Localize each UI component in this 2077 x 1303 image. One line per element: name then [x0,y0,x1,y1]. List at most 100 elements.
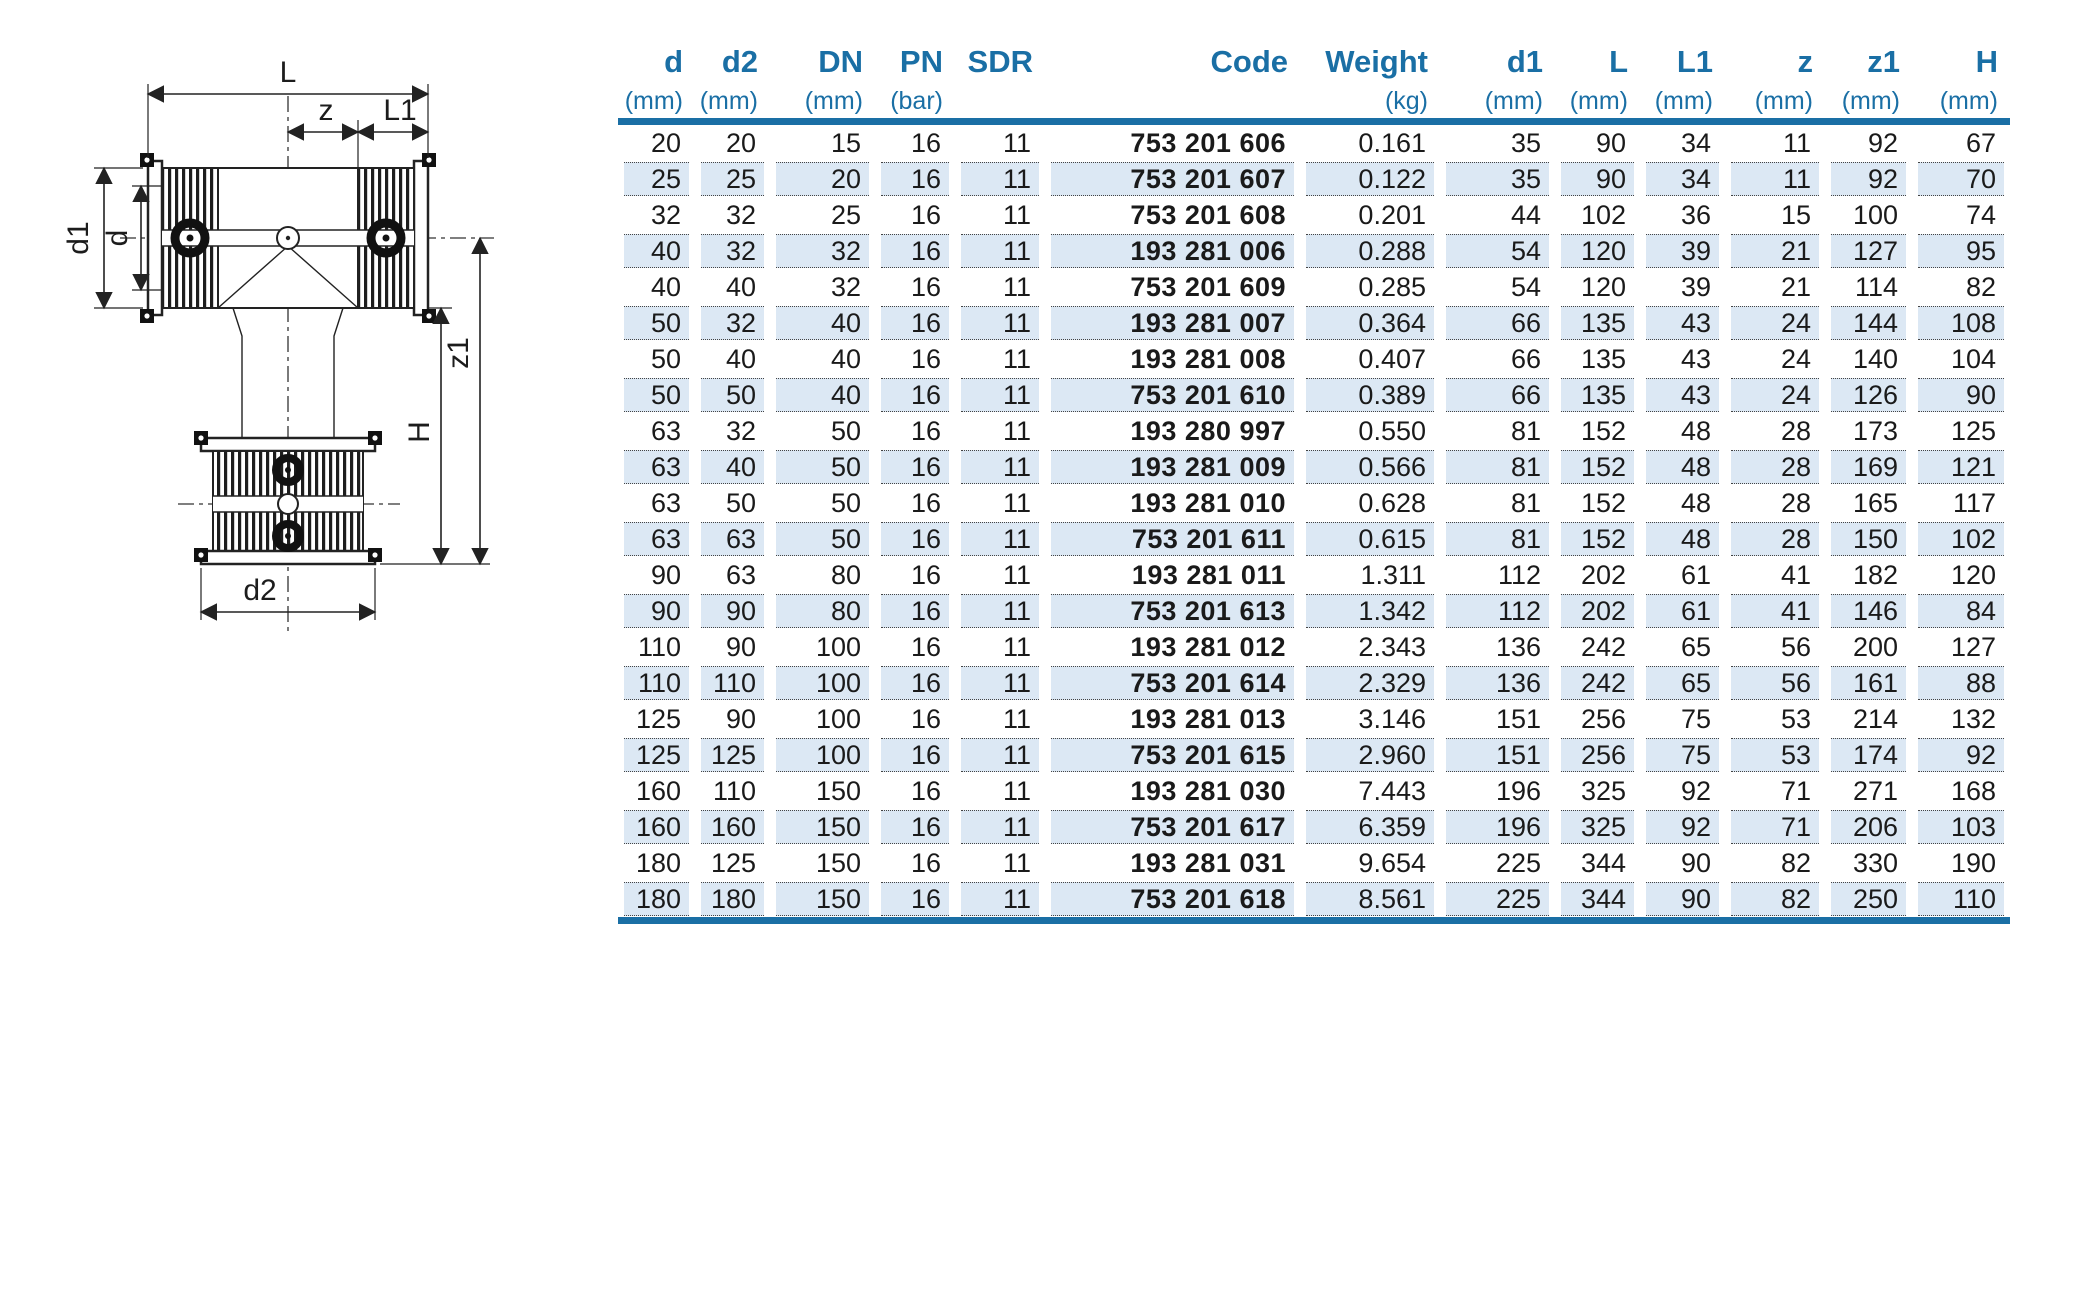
cell-z1: 182 [1852,560,1898,590]
cell-SDR: 11 [955,809,1045,845]
cell-d1: 81 [1440,449,1555,485]
cell-z1: 150 [1825,521,1912,557]
cell-z: 41 [1780,560,1811,590]
cell-L1: 36 [1680,200,1711,230]
cell-z1: 140 [1852,344,1898,374]
cell-z1: 169 [1825,449,1912,485]
col-header-z1: z1 [1867,44,1900,79]
cell-PN: 16 [910,344,941,374]
cell-d2: 125 [710,848,756,878]
cell-PN: 16 [875,665,955,701]
col-header-PN: PN [899,44,943,79]
tee-body-outline [140,153,436,323]
cell-code: 753 201 607 [1045,161,1300,197]
cell-SDR: 11 [955,665,1045,701]
cell-d1: 112 [1497,560,1541,590]
cell-z: 28 [1725,449,1825,485]
cell-H: 117 [1952,488,1996,518]
cell-code: 193 281 010 [1130,488,1286,518]
cell-L: 325 [1555,809,1640,845]
cell-SDR: 11 [1002,344,1031,374]
cell-z1: 330 [1852,848,1898,878]
cell-z1: 174 [1825,737,1912,773]
cell-L1: 48 [1680,488,1711,518]
cell-code: 193 281 031 [1130,848,1286,878]
cell-H: 82 [1965,272,1996,302]
technical-drawing: L z L1 d1 d z1 H d2 [28,8,498,648]
cell-z1: 214 [1852,704,1898,734]
cell-d2: 90 [725,632,756,662]
cell-d1: 151 [1440,737,1555,773]
cell-L: 325 [1580,776,1626,806]
cell-PN: 16 [875,449,955,485]
cell-code: 753 201 609 [1130,272,1286,302]
cell-z: 15 [1780,200,1811,230]
col-unit-H: (mm) [1912,82,2010,125]
dimension-d2: d2 [199,568,377,621]
cell-DN: 100 [770,665,875,701]
cell-PN: 16 [910,560,941,590]
cell-L1: 48 [1680,416,1711,446]
dimension-d: d [101,184,162,292]
cell-d2: 40 [695,449,770,485]
cell-d2: 90 [695,593,770,629]
cell-z1: 165 [1852,488,1898,518]
cell-SDR: 11 [1002,128,1031,158]
cell-H: 90 [1912,377,2010,413]
cell-H: 88 [1912,665,2010,701]
cell-d: 63 [618,449,695,485]
col-unit-PN: (bar) [875,82,955,125]
cell-weight: 0.407 [1358,344,1426,374]
cell-d1: 54 [1440,233,1555,269]
fusion-terminal-bottom-lower [272,520,304,552]
cell-d: 20 [650,128,681,158]
cell-z1: 250 [1825,881,1912,921]
cell-H: 67 [1965,128,1996,158]
cell-z1: 114 [1854,272,1898,302]
cell-weight: 0.550 [1358,416,1426,446]
cell-L1: 43 [1640,305,1725,341]
table-row: 25 25 20 16 11 753 201 607 0.122 35 90 34 11 92 70 [618,161,2010,197]
cell-H: 108 [1912,305,2010,341]
cell-L1: 65 [1680,632,1711,662]
cell-SDR: 11 [1002,272,1031,302]
table-row: 160 110 150 16 11 193 281 030 7.443 196 325 92 71 2… [618,773,2010,809]
cell-DN: 20 [770,161,875,197]
cell-L1: 92 [1640,809,1725,845]
cell-z: 56 [1725,665,1825,701]
table-header: d d2 DN PN SDR Code Weight d1 L L1 z z1 H (mm) (mm) (mm… [618,36,2010,125]
cell-z: 24 [1725,377,1825,413]
cell-z1: 127 [1825,233,1912,269]
bottom-socket-outline [194,431,382,566]
table-row: 40 40 32 16 11 753 201 609 0.285 54 120 39 21 114 82 [618,269,2010,305]
cell-z: 56 [1780,632,1811,662]
col-unit-DN: (mm) [770,82,875,125]
cell-d1: 196 [1495,776,1541,806]
col-unit-z: (mm) [1725,82,1825,125]
cell-DN: 40 [770,305,875,341]
cell-L: 242 [1580,632,1626,662]
cell-L: 152 [1555,521,1640,557]
cell-d2: 32 [695,233,770,269]
table-row: 125 125 100 16 11 753 201 615 2.960 151 256 75 53 1… [618,737,2010,773]
cell-weight: 2.329 [1300,665,1440,701]
cell-weight: 0.615 [1300,521,1440,557]
cell-d: 90 [650,560,681,590]
cell-DN: 150 [815,848,861,878]
col-header-d: d [664,44,683,79]
cell-DN: 100 [815,704,861,734]
table-row: 20 20 15 16 11 753 201 606 0.161 35 90 34 11 92 67 [618,122,2010,162]
cell-L1: 34 [1680,128,1711,158]
branch-outline [232,307,344,438]
col-unit-L1: (mm) [1640,82,1725,125]
col-header-weight: Weight [1325,44,1428,79]
cell-SDR: 11 [955,881,1045,921]
cell-H: 127 [1950,632,1996,662]
cell-weight: 0.288 [1300,233,1440,269]
cell-L1: 61 [1680,560,1711,590]
table-row: 63 32 50 16 11 193 280 997 0.550 81 152 48 28 173 12… [618,413,2010,449]
cell-L: 135 [1555,377,1640,413]
cell-d2: 110 [712,776,756,806]
cell-d1: 81 [1440,521,1555,557]
cell-z: 11 [1782,128,1811,158]
